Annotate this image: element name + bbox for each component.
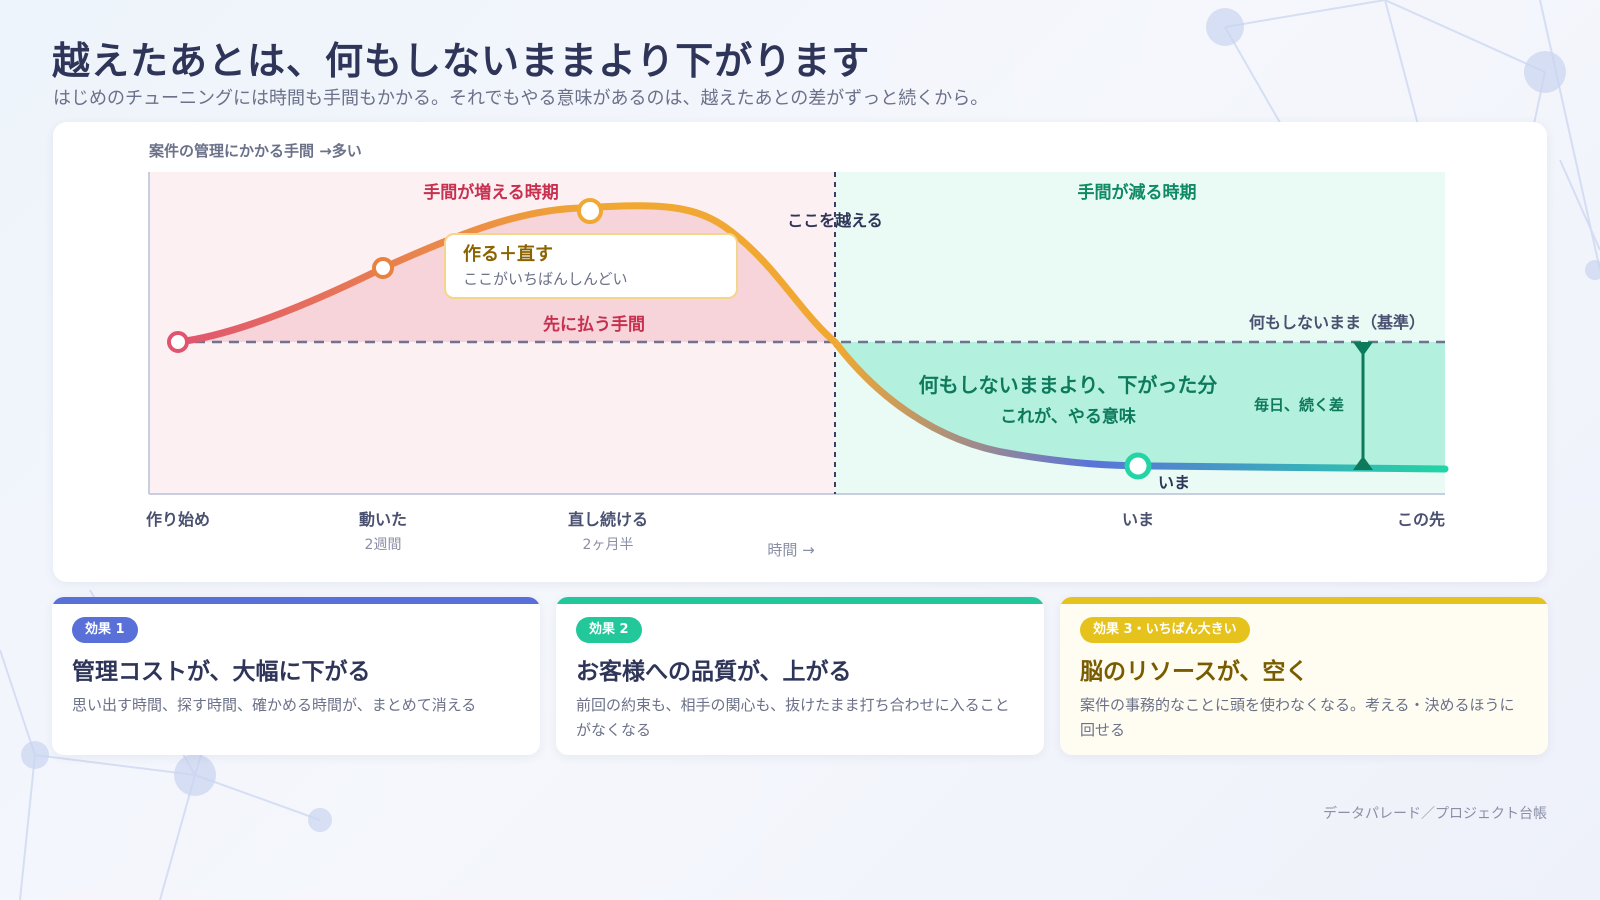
effect-card-1-badge: 効果 1 — [72, 617, 138, 643]
now-point-marker — [1124, 452, 1152, 480]
baseline-label: 何もしないまま（基準） — [1249, 313, 1425, 332]
x-tick-start: 作り始め — [146, 510, 210, 529]
effect-card-2-description: 前回の約束も、相手の関心も、抜けたまま打ち合わせに入ることがなくなる — [576, 696, 1010, 739]
y-axis-label: 案件の管理にかかる手間 →多い — [148, 142, 362, 160]
x-tick-moved: 動いた — [359, 510, 407, 529]
x-tick-moved-sub: 2週間 — [365, 537, 402, 553]
effect-card-2-badge: 効果 2 — [576, 617, 642, 643]
effect-card-1-accent-bar — [52, 597, 540, 604]
effect-card-2-accent-bar — [556, 597, 1044, 604]
x-axis-label: 時間 → — [767, 541, 814, 559]
effect-card-3-badge: 効果 3・いちばん大きい — [1080, 617, 1250, 643]
gain-area — [835, 342, 1445, 469]
paid-first-label: 先に払う手間 — [543, 314, 645, 335]
effect-card-2-title: お客様への品質が、上がる — [576, 659, 852, 685]
effect-card-1-description: 思い出す時間、探す時間、確かめる時間が、まとめて消える — [72, 696, 477, 714]
effect-card-3: 効果 3・いちばん大きい 脳のリソースが、空く 案件の事務的なことに頭を使わなく… — [1060, 597, 1548, 755]
increase-zone-label: 手間が増える時期 — [423, 182, 559, 203]
gain-label-main: 何もしないままより、下がった分 — [919, 373, 1218, 397]
effect-card-3-description: 案件の事務的なことに頭を使わなくなる。考える・決めるほうに回せる — [1080, 696, 1515, 739]
callout-title: 作る＋直す — [463, 243, 553, 265]
gain-label-sub: これが、やる意味 — [1000, 406, 1136, 427]
gap-arrow — [1353, 342, 1373, 470]
x-tick-keep-fixing: 直し続ける — [568, 510, 648, 529]
effect-card-1: 効果 1 管理コストが、大幅に下がる 思い出す時間、探す時間、確かめる時間が、ま… — [52, 597, 540, 755]
peak-point-marker — [577, 198, 603, 224]
page-title: 越えたあとは、何もしないままより下がります — [52, 39, 871, 83]
page-subtitle: はじめのチューニングには時間も手間もかかる。それでもやる意味があるのは、越えたあ… — [53, 88, 989, 109]
effect-card-1-title: 管理コストが、大幅に下がる — [72, 659, 371, 685]
x-tick-now: いま — [1122, 510, 1154, 529]
x-tick-future: この先 — [1397, 510, 1445, 529]
effect-card-3-accent-bar — [1060, 597, 1548, 604]
effect-card-3-title: 脳のリソースが、空く — [1080, 659, 1309, 685]
diagram-card: 作る＋直す ここがいちばんしんどい 案件の管理にかかる手間 →多い 手間が増える… — [53, 122, 1547, 582]
callout-body: ここがいちばんしんどい — [463, 270, 628, 288]
moved-point-marker — [372, 257, 394, 279]
x-tick-keep-fixing-sub: 2ヶ月半 — [583, 537, 634, 553]
effect-card-2: 効果 2 お客様への品質が、上がる 前回の約束も、相手の関心も、抜けたまま打ち合… — [556, 597, 1044, 755]
callout-box — [444, 233, 738, 299]
now-point-label: いま — [1158, 473, 1190, 492]
gap-label: 毎日、続く差 — [1254, 396, 1344, 414]
footer-credit: データパレード／プロジェクト台帳 — [1323, 806, 1547, 822]
start-point-marker — [167, 331, 189, 353]
crossing-label: ここを越える — [787, 211, 883, 230]
cost-curve-diagram: 作る＋直す ここがいちばんしんどい 案件の管理にかかる手間 →多い 手間が増える… — [146, 142, 1449, 559]
decrease-zone-label: 手間が減る時期 — [1078, 182, 1197, 203]
